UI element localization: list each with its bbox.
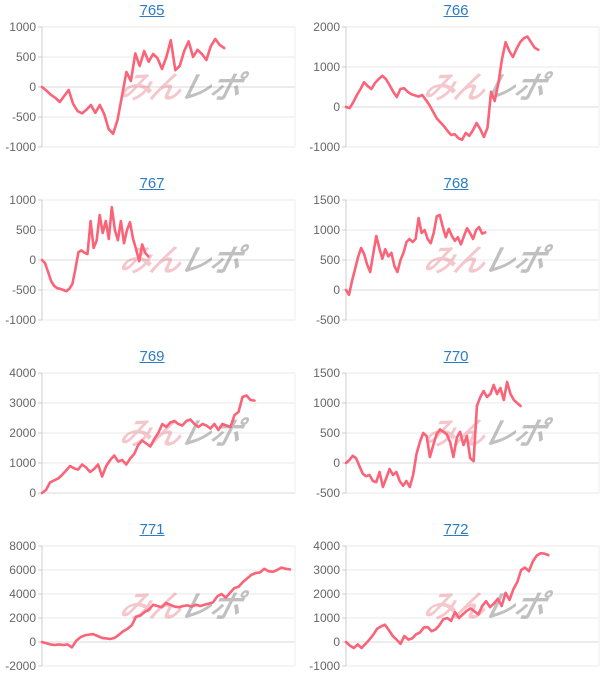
watermark-pink-text: みん [420,70,491,104]
site-watermark: みんレポ [420,243,554,277]
line-chart: 1500 1000 500 0 -500 みんレポ [313,195,600,327]
data-line [344,551,550,650]
y-tick-label: 2000 [313,587,340,601]
chart-title: 771 [0,519,304,541]
y-tick-label: -1000 [5,313,36,327]
chart-cell: 772 4000 3000 2000 1000 0 -1000 みんレポ [304,519,608,692]
chart-title: 772 [304,519,608,541]
chart-title: 765 [0,0,304,22]
y-tick-label: -500 [12,283,36,297]
y-tick-label: 2000 [9,611,36,625]
y-tick-label: 2000 [313,22,340,34]
data-line [40,205,150,293]
chart-title-link[interactable]: 767 [139,175,165,192]
line-chart: 1000 500 0 -500 -1000 みんレポ [5,22,296,154]
y-tick-label: 1000 [9,195,36,207]
y-tick-label: -500 [316,486,340,500]
y-tick-label: 0 [333,100,340,114]
chart-title: 768 [304,173,608,195]
watermark-gray-text: レポ [480,243,554,277]
site-watermark: みんレポ [420,70,554,104]
site-watermark: みんレポ [420,589,554,623]
y-tick-label: 1000 [9,22,36,34]
y-tick-label: 0 [29,80,36,94]
data-line [40,566,292,649]
y-tick-label: 1000 [313,396,340,410]
chart-title-link[interactable]: 771 [139,521,165,538]
y-tick-label: 3000 [9,396,36,410]
watermark-pink-text: みん [420,589,491,623]
y-tick-label: 6000 [9,563,36,577]
line-chart: 1500 1000 500 0 -500 みんレポ [313,368,600,500]
chart-title-link[interactable]: 766 [443,2,469,19]
y-tick-label: 0 [333,635,340,649]
y-tick-label: 500 [16,223,36,237]
chart-title: 770 [304,346,608,368]
chart-cell: 770 1500 1000 500 0 -500 みんレポ [304,346,608,519]
watermark-gray-text: レポ [480,416,554,450]
chart-cell: 769 4000 3000 2000 1000 0 みんレポ [0,346,304,519]
chart-title-link[interactable]: 768 [443,175,469,192]
data-line [344,213,487,297]
y-tick-label: 0 [29,253,36,267]
chart-title-link[interactable]: 770 [443,348,469,365]
y-tick-label: 0 [29,486,36,500]
y-tick-label: -500 [12,110,36,124]
line-chart: 2000 1000 0 -1000 みんレポ [309,22,600,154]
line-chart: 1000 500 0 -500 -1000 みんレポ [5,195,296,327]
watermark-pink-text: みん [420,243,491,277]
chart-title-link[interactable]: 769 [139,348,165,365]
chart-cell: 767 1000 500 0 -500 -1000 みんレポ [0,173,304,346]
y-tick-label: 1500 [313,368,340,380]
y-tick-label: 1000 [313,60,340,74]
data-line [344,35,540,142]
y-tick-label: 8000 [9,541,36,553]
y-tick-label: 1500 [313,195,340,207]
chart-cell: 766 2000 1000 0 -1000 みんレポ [304,0,608,173]
chart-cell: 771 8000 6000 4000 2000 0 -2000 みんレポ [0,519,304,692]
site-watermark: みんレポ [420,416,554,450]
site-watermark: みんレポ [116,243,250,277]
y-tick-label: 4000 [313,541,340,553]
y-tick-label: 500 [320,426,340,440]
line-chart: 4000 3000 2000 1000 0 -1000 みんレポ [309,541,600,673]
y-tick-label: -1000 [5,140,36,154]
site-watermark: みんレポ [116,70,250,104]
chart-title: 769 [0,346,304,368]
y-tick-label: 0 [29,635,36,649]
y-tick-label: 2000 [9,426,36,440]
y-tick-label: 500 [320,253,340,267]
y-tick-label: 0 [333,456,340,470]
y-tick-label: -1000 [309,659,340,673]
y-tick-label: -500 [316,313,340,327]
y-tick-label: 1000 [313,611,340,625]
y-tick-label: -2000 [5,659,36,673]
y-tick-label: 4000 [9,368,36,380]
watermark-pink-text: みん [116,243,187,277]
watermark-gray-text: レポ [176,70,250,104]
chart-cell: 765 1000 500 0 -500 -1000 みんレポ [0,0,304,173]
chart-title: 767 [0,173,304,195]
y-tick-label: -1000 [309,140,340,154]
y-tick-label: 1000 [9,456,36,470]
chart-title-link[interactable]: 772 [443,521,469,538]
chart-title: 766 [304,0,608,22]
data-line [344,380,522,489]
y-tick-label: 3000 [313,563,340,577]
y-tick-label: 500 [16,50,36,64]
chart-cell: 768 1500 1000 500 0 -500 みんレポ [304,173,608,346]
line-chart: 4000 3000 2000 1000 0 みんレポ [9,368,296,500]
data-line [40,37,226,136]
watermark-gray-text: レポ [176,243,250,277]
y-tick-label: 4000 [9,587,36,601]
y-tick-label: 1000 [313,223,340,237]
data-line [40,394,256,495]
y-tick-label: 0 [333,283,340,297]
site-watermark: みんレポ [116,416,250,450]
chart-title-link[interactable]: 765 [139,2,165,19]
